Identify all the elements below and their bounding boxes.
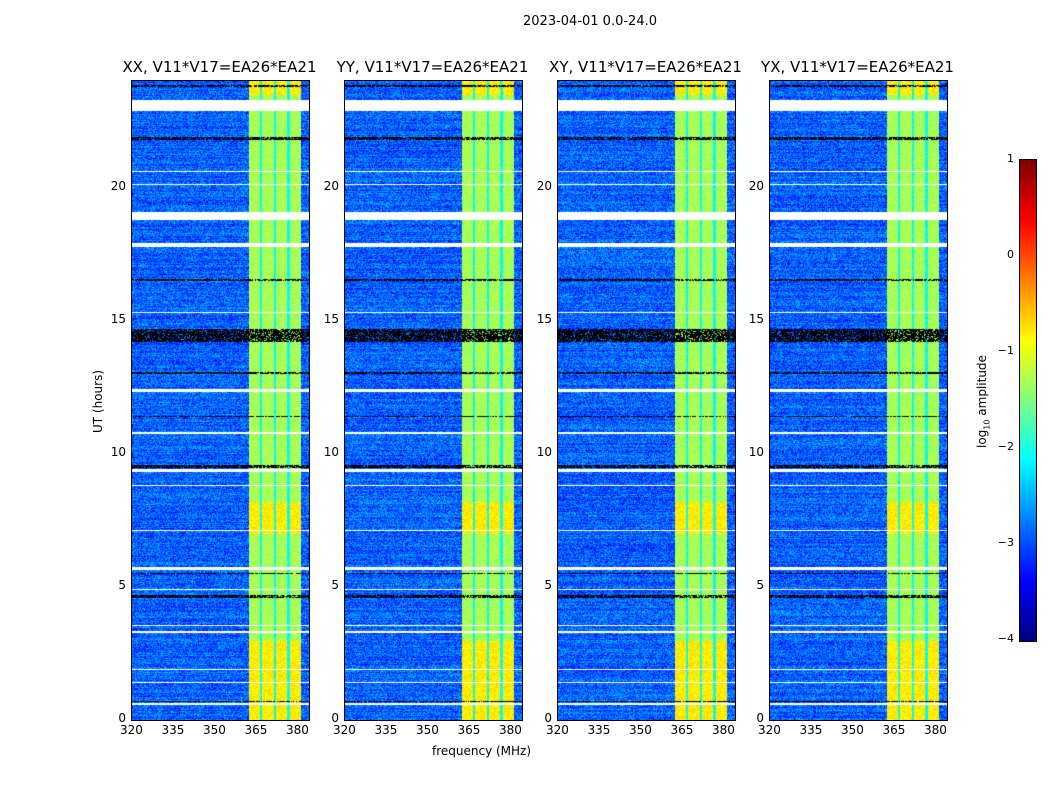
y-tick-label: 20	[323, 178, 339, 193]
y-axis-label: UT (hours)	[91, 369, 105, 433]
panel-title: XX, V11*V17=EA26*EA21	[122, 58, 317, 76]
y-tick-label: 0	[756, 711, 764, 725]
x-tick-label: 365	[244, 723, 268, 737]
panel-title: YX, V11*V17=EA26*EA21	[761, 58, 954, 76]
figure-title: 2023-04-01 0.0-24.0	[523, 14, 657, 29]
y-tick-label: 15	[536, 311, 552, 326]
x-tick-label: 380	[498, 723, 522, 737]
y-tick-label: 20	[110, 178, 126, 193]
y-tick-label: 5	[331, 577, 339, 592]
x-tick-label: 320	[120, 723, 143, 737]
x-tick-label: 350	[840, 723, 864, 737]
colorbar-label: log10 amplitude	[975, 355, 991, 448]
x-tick-label: 335	[374, 723, 398, 737]
y-tick-label: 0	[331, 711, 339, 725]
colorbar-tick-label: 0	[1007, 248, 1014, 261]
x-tick-label: 350	[202, 723, 226, 737]
waterfall-heatmap-yy	[344, 80, 523, 721]
x-tick-label: 335	[161, 723, 185, 737]
y-tick-label: 5	[118, 577, 126, 592]
waterfall-heatmap-xy	[557, 80, 736, 721]
y-tick-label: 15	[110, 311, 126, 326]
colorbar-label-sub: 10	[982, 419, 992, 430]
panel-title: YY, V11*V17=EA26*EA21	[336, 58, 529, 76]
x-tick-label: 350	[415, 723, 439, 737]
x-tick-label: 320	[758, 723, 781, 737]
x-tick-label: 335	[587, 723, 611, 737]
y-tick-label: 15	[323, 311, 339, 326]
panel-title: XY, V11*V17=EA26*EA21	[549, 58, 742, 76]
x-tick-label: 380	[711, 723, 735, 737]
colorbar-tick-label: −2	[997, 440, 1014, 453]
y-tick-label: 10	[536, 444, 552, 459]
x-tick-label: 350	[628, 723, 652, 737]
x-tick-label: 365	[670, 723, 694, 737]
colorbar-tick-label: −4	[997, 632, 1014, 645]
x-tick-label: 380	[923, 723, 947, 737]
waterfall-heatmap-xx	[131, 80, 310, 721]
y-tick-label: 10	[748, 444, 764, 459]
y-tick-label: 20	[536, 178, 552, 193]
x-tick-label: 320	[333, 723, 356, 737]
colorbar-tick-label: −1	[997, 344, 1014, 357]
y-tick-label: 5	[756, 577, 764, 592]
x-axis-label: frequency (MHz)	[432, 744, 532, 758]
y-tick-label: 0	[544, 711, 552, 725]
colorbar-label-rest: amplitude	[975, 355, 989, 420]
colorbar-tick-label: 1	[1007, 152, 1014, 165]
y-tick-label: 20	[748, 178, 764, 193]
colorbar-label-main: log	[975, 429, 989, 448]
colorbar	[1019, 159, 1037, 642]
x-tick-label: 320	[546, 723, 569, 737]
colorbar-tick-label: −3	[997, 536, 1014, 549]
y-tick-label: 0	[118, 711, 126, 725]
y-tick-label: 10	[323, 444, 339, 459]
y-tick-label: 15	[748, 311, 764, 326]
y-tick-label: 10	[110, 444, 126, 459]
x-tick-label: 365	[457, 723, 481, 737]
x-tick-label: 335	[799, 723, 823, 737]
x-tick-label: 365	[882, 723, 906, 737]
x-tick-label: 380	[285, 723, 309, 737]
waterfall-heatmap-yx	[769, 80, 948, 721]
y-tick-label: 5	[544, 577, 552, 592]
